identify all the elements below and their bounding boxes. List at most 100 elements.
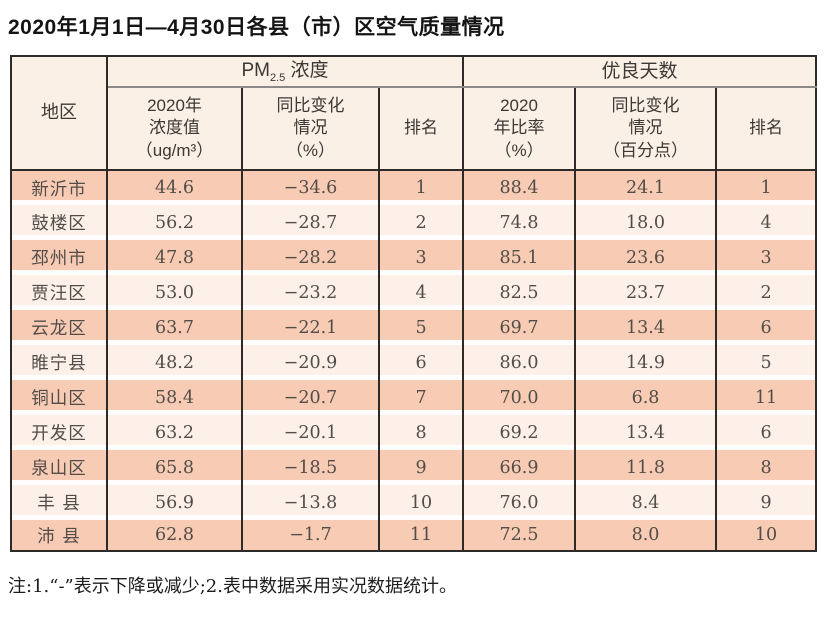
- region-cell: 铜山区: [11, 380, 107, 415]
- group-header-pm25: PM2.5 浓度: [107, 56, 464, 88]
- days-ratio-cell: 72.5: [462, 520, 576, 551]
- region-cell: 鼓楼区: [11, 205, 107, 240]
- days-change-cell: 23.7: [574, 275, 717, 310]
- days-ratio-cell: 74.8: [462, 205, 576, 240]
- column-header-days-change: 同比变化 情况 （百分点）: [574, 87, 717, 171]
- pm-value-cell: 63.2: [106, 415, 242, 450]
- days-rank-cell: 3: [715, 240, 817, 275]
- pm-value-cell: 63.7: [106, 310, 242, 345]
- table-row: 贾汪区 53.0 −23.2 4 82.5 23.7 2: [11, 275, 817, 310]
- column-header-days-ratio: 2020 年比率 （%）: [462, 87, 576, 171]
- days-ratio-cell: 85.1: [462, 240, 576, 275]
- pm-change-cell: −20.7: [241, 380, 379, 415]
- region-cell: 邳州市: [11, 240, 107, 275]
- region-cell: 沛 县: [11, 520, 107, 551]
- days-ratio-cell: 76.0: [462, 485, 576, 520]
- region-cell: 贾汪区: [11, 275, 107, 310]
- pm-rank-cell: 6: [377, 345, 464, 380]
- pm-value-cell: 65.8: [106, 450, 242, 485]
- column-header-pm-rank: 排名: [377, 87, 464, 171]
- header-line: （%）: [494, 140, 544, 160]
- pm-rank-cell: 2: [377, 205, 464, 240]
- days-ratio-cell: 70.0: [462, 380, 576, 415]
- days-ratio-cell: 66.9: [462, 450, 576, 485]
- group-header-good-days: 优良天数: [462, 56, 817, 88]
- pm-change-cell: −22.1: [241, 310, 379, 345]
- table-body: 新沂市 44.6 −34.6 1 88.4 24.1 1 鼓楼区 56.2 −28.7 2 74.8…: [11, 170, 817, 551]
- pm-rank-cell: 4: [377, 275, 464, 310]
- pm-rank-cell: 1: [377, 170, 464, 205]
- pm-change-cell: −13.8: [241, 485, 379, 520]
- pm-value-cell: 47.8: [106, 240, 242, 275]
- pm-rank-cell: 7: [377, 380, 464, 415]
- days-ratio-cell: 69.7: [462, 310, 576, 345]
- days-rank-cell: 2: [715, 275, 817, 310]
- page-title: 2020年1月1日—4月30日各县（市）区空气质量情况: [8, 16, 505, 39]
- days-rank-cell: 11: [715, 380, 817, 415]
- pm-change-cell: −34.6: [241, 170, 379, 205]
- table-row: 邳州市 47.8 −28.2 3 85.1 23.6 3: [11, 240, 817, 275]
- pm-subscript: 2.5: [269, 71, 286, 84]
- pm-rank-cell: 11: [377, 520, 464, 551]
- region-cell: 丰 县: [11, 485, 107, 520]
- days-change-cell: 8.4: [574, 485, 717, 520]
- pm-rank-cell: 9: [377, 450, 464, 485]
- pm-value-cell: 58.4: [106, 380, 242, 415]
- days-rank-cell: 8: [715, 450, 817, 485]
- header-line: 同比变化: [611, 95, 680, 115]
- table-header: 地区 PM2.5 浓度 优良天数 2020年 浓度值 （ug/m³） 同比变化 …: [11, 56, 817, 171]
- days-ratio-cell: 88.4: [462, 170, 576, 205]
- air-quality-table: 地区 PM2.5 浓度 优良天数 2020年 浓度值 （ug/m³） 同比变化 …: [10, 55, 818, 552]
- header-line: 年比率: [493, 118, 545, 138]
- pm-label-rest: 浓度: [285, 59, 329, 81]
- table-row: 铜山区 58.4 −20.7 7 70.0 6.8 11: [11, 380, 817, 415]
- table-row: 云龙区 63.7 −22.1 5 69.7 13.4 6: [11, 310, 817, 345]
- header-line: 同比变化: [276, 95, 345, 115]
- region-cell: 睢宁县: [11, 345, 107, 380]
- days-change-cell: 13.4: [574, 310, 717, 345]
- days-ratio-cell: 82.5: [462, 275, 576, 310]
- region-cell: 开发区: [11, 415, 107, 450]
- pm-value-cell: 56.2: [106, 205, 242, 240]
- pm-change-cell: −23.2: [241, 275, 379, 310]
- pm-change-cell: −18.5: [241, 450, 379, 485]
- days-rank-cell: 9: [715, 485, 817, 520]
- pm-value-cell: 56.9: [106, 485, 242, 520]
- days-rank-cell: 4: [715, 205, 817, 240]
- days-change-cell: 6.8: [574, 380, 717, 415]
- table-row: 泉山区 65.8 −18.5 9 66.9 11.8 8: [11, 450, 817, 485]
- table-footnote: 注:1.“-”表示下降或减少;2.表中数据采用实况数据统计。: [8, 576, 457, 597]
- header-line: （ug/m³）: [135, 140, 214, 160]
- region-cell: 云龙区: [11, 310, 107, 345]
- pm-change-cell: −28.7: [241, 205, 379, 240]
- days-change-cell: 23.6: [574, 240, 717, 275]
- pm-rank-cell: 10: [377, 485, 464, 520]
- pm-rank-cell: 3: [377, 240, 464, 275]
- table-row: 新沂市 44.6 −34.6 1 88.4 24.1 1: [11, 170, 817, 205]
- days-change-cell: 8.0: [574, 520, 717, 551]
- pm-rank-cell: 5: [377, 310, 464, 345]
- days-change-cell: 18.0: [574, 205, 717, 240]
- pm-value-cell: 53.0: [106, 275, 242, 310]
- header-line: （百分点）: [603, 140, 689, 160]
- days-change-cell: 14.9: [574, 345, 717, 380]
- pm-value-cell: 44.6: [106, 170, 242, 205]
- header-line: 2020年: [147, 95, 202, 115]
- days-rank-cell: 6: [715, 415, 817, 450]
- header-line: （%）: [285, 140, 336, 160]
- sub-header-row: 2020年 浓度值 （ug/m³） 同比变化 情况 （%） 排名 2020 年比…: [11, 87, 817, 171]
- pm-value-cell: 48.2: [106, 345, 242, 380]
- days-rank-cell: 5: [715, 345, 817, 380]
- days-change-cell: 24.1: [574, 170, 717, 205]
- table-row: 丰 县 56.9 −13.8 10 76.0 8.4 9: [11, 485, 817, 520]
- pm-change-cell: −20.9: [241, 345, 379, 380]
- days-ratio-cell: 69.2: [462, 415, 576, 450]
- pm-change-cell: −20.1: [241, 415, 379, 450]
- days-change-cell: 11.8: [574, 450, 717, 485]
- days-change-cell: 13.4: [574, 415, 717, 450]
- days-ratio-cell: 86.0: [462, 345, 576, 380]
- region-cell: 泉山区: [11, 450, 107, 485]
- days-rank-cell: 1: [715, 170, 817, 205]
- header-line: 2020: [500, 95, 538, 115]
